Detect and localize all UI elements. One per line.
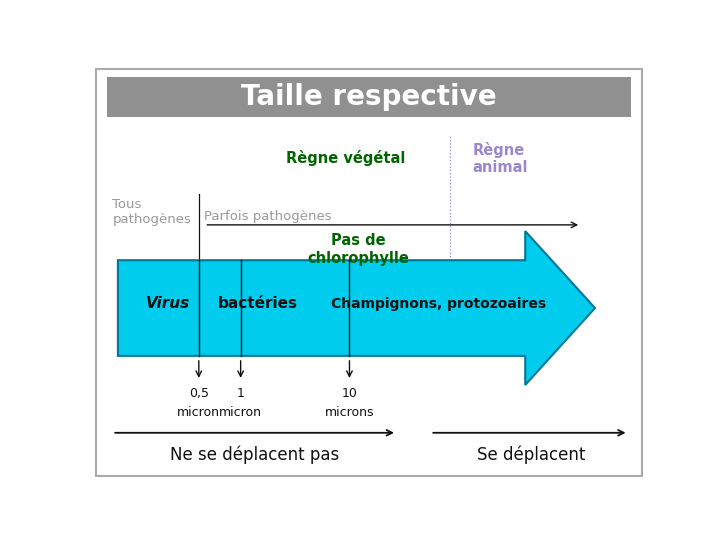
Text: 1: 1: [237, 387, 245, 400]
Text: 0,5: 0,5: [189, 387, 209, 400]
Text: Champignons, protozoaires: Champignons, protozoaires: [331, 297, 546, 311]
Text: Parfois pathogènes: Parfois pathogènes: [204, 210, 332, 223]
Text: micron: micron: [177, 406, 220, 419]
Text: micron: micron: [219, 406, 262, 419]
Text: Règne végétal: Règne végétal: [286, 150, 405, 166]
Text: Taille respective: Taille respective: [241, 83, 497, 111]
Text: Règne
animal: Règne animal: [472, 141, 528, 175]
Text: microns: microns: [325, 406, 374, 419]
Text: Se déplacent: Se déplacent: [477, 446, 585, 464]
Polygon shape: [118, 231, 595, 385]
Text: bactéries: bactéries: [217, 296, 297, 312]
Text: Pas de
chlorophylle: Pas de chlorophylle: [307, 233, 409, 266]
FancyBboxPatch shape: [107, 77, 631, 117]
Text: Ne se déplacent pas: Ne se déplacent pas: [170, 446, 339, 464]
Text: 10: 10: [341, 387, 357, 400]
Text: Virus: Virus: [145, 296, 190, 312]
Text: Tous
pathogènes: Tous pathogènes: [112, 198, 192, 226]
